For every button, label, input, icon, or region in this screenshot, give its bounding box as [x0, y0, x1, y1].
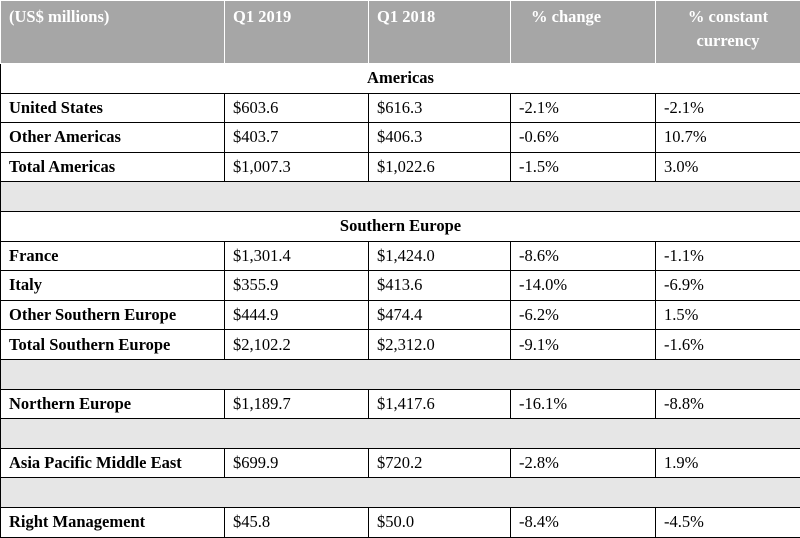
spacer-cell: [1, 419, 800, 449]
spacer-cell: [1, 478, 800, 508]
cell-q1-2019: $1,189.7: [225, 389, 369, 419]
cell-q1-2018: $413.6: [369, 271, 511, 301]
cell-q1-2018: $1,022.6: [369, 152, 511, 182]
row-label: Other Southern Europe: [1, 300, 225, 330]
cell-constant: -1.6%: [656, 330, 800, 360]
spacer-row: [1, 419, 800, 449]
spacer-row: [1, 182, 800, 212]
header-label: (US$ millions): [1, 1, 225, 64]
cell-change: -8.4%: [511, 507, 656, 537]
cell-q1-2019: $1,301.4: [225, 241, 369, 271]
header-percent-change: % change: [511, 1, 656, 64]
cell-q1-2018: $720.2: [369, 448, 511, 478]
row-label: Northern Europe: [1, 389, 225, 419]
table-row: Other Southern Europe $444.9 $474.4 -6.2…: [1, 300, 800, 330]
cell-constant: -1.1%: [656, 241, 800, 271]
spacer-row: [1, 478, 800, 508]
cell-constant: 3.0%: [656, 152, 800, 182]
table-row: Asia Pacific Middle East $699.9 $720.2 -…: [1, 448, 800, 478]
cell-change: -9.1%: [511, 330, 656, 360]
table-row: Other Americas $403.7 $406.3 -0.6% 10.7%: [1, 123, 800, 153]
section-title-americas: Americas: [1, 64, 800, 94]
cell-q1-2019: $444.9: [225, 300, 369, 330]
table-row: Total Americas $1,007.3 $1,022.6 -1.5% 3…: [1, 152, 800, 182]
row-label: Asia Pacific Middle East: [1, 448, 225, 478]
cell-q1-2018: $1,417.6: [369, 389, 511, 419]
row-label: Italy: [1, 271, 225, 301]
row-label: France: [1, 241, 225, 271]
cell-constant: -8.8%: [656, 389, 800, 419]
cell-constant: 1.9%: [656, 448, 800, 478]
cell-constant: 10.7%: [656, 123, 800, 153]
row-label: Other Americas: [1, 123, 225, 153]
cell-q1-2019: $2,102.2: [225, 330, 369, 360]
row-label: United States: [1, 93, 225, 123]
cell-change: -0.6%: [511, 123, 656, 153]
section-row-americas: Americas: [1, 64, 800, 94]
cell-q1-2019: $603.6: [225, 93, 369, 123]
header-q1-2019: Q1 2019: [225, 1, 369, 64]
section-row-southern-europe: Southern Europe: [1, 211, 800, 241]
cell-q1-2018: $1,424.0: [369, 241, 511, 271]
row-label: Total Americas: [1, 152, 225, 182]
header-q1-2018: Q1 2018: [369, 1, 511, 64]
cell-constant: -2.1%: [656, 93, 800, 123]
cell-change: -16.1%: [511, 389, 656, 419]
cell-change: -14.0%: [511, 271, 656, 301]
cell-q1-2018: $406.3: [369, 123, 511, 153]
cell-q1-2018: $616.3: [369, 93, 511, 123]
cell-constant: -6.9%: [656, 271, 800, 301]
cell-q1-2019: $1,007.3: [225, 152, 369, 182]
cell-q1-2019: $699.9: [225, 448, 369, 478]
header-row: (US$ millions) Q1 2019 Q1 2018 % change …: [1, 1, 800, 64]
spacer-cell: [1, 359, 800, 389]
spacer-cell: [1, 182, 800, 212]
header-constant-currency: % constant currency: [656, 1, 800, 64]
row-label: Right Management: [1, 507, 225, 537]
cell-change: -8.6%: [511, 241, 656, 271]
section-title-southern-europe: Southern Europe: [1, 211, 800, 241]
cell-q1-2019: $45.8: [225, 507, 369, 537]
table-row: Northern Europe $1,189.7 $1,417.6 -16.1%…: [1, 389, 800, 419]
cell-q1-2018: $474.4: [369, 300, 511, 330]
table-row: Italy $355.9 $413.6 -14.0% -6.9%: [1, 271, 800, 301]
table-row: United States $603.6 $616.3 -2.1% -2.1%: [1, 93, 800, 123]
table-row: Total Southern Europe $2,102.2 $2,312.0 …: [1, 330, 800, 360]
cell-q1-2019: $355.9: [225, 271, 369, 301]
cell-change: -2.1%: [511, 93, 656, 123]
cell-q1-2018: $2,312.0: [369, 330, 511, 360]
cell-change: -6.2%: [511, 300, 656, 330]
row-label: Total Southern Europe: [1, 330, 225, 360]
cell-constant: 1.5%: [656, 300, 800, 330]
cell-constant: -4.5%: [656, 507, 800, 537]
table-row: Right Management $45.8 $50.0 -8.4% -4.5%: [1, 507, 800, 537]
spacer-row: [1, 359, 800, 389]
cell-q1-2018: $50.0: [369, 507, 511, 537]
cell-change: -2.8%: [511, 448, 656, 478]
table-row: France $1,301.4 $1,424.0 -8.6% -1.1%: [1, 241, 800, 271]
cell-change: -1.5%: [511, 152, 656, 182]
cell-q1-2019: $403.7: [225, 123, 369, 153]
